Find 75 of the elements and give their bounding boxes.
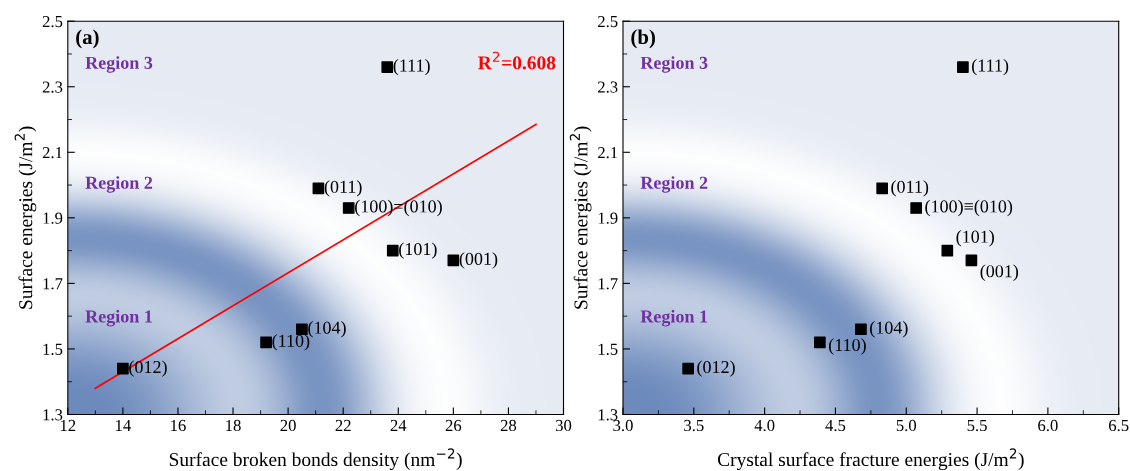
y-tick-label: 1.3 (598, 409, 618, 421)
y-tick-label: 1.3 (43, 409, 63, 421)
point (117, 362, 129, 375)
x-tick-label: 3.5 (684, 419, 704, 432)
annotation: (101) (399, 242, 437, 259)
y-tick-label: 1.9 (598, 212, 618, 224)
y-tick-label: 2.3 (42, 81, 63, 93)
y-tick-label: 1.9 (43, 212, 63, 224)
x-tick-label: 3.0 (613, 419, 633, 432)
x-tick-label: 4.5 (825, 419, 846, 432)
x-tick-label: 20 (280, 419, 296, 432)
point (941, 244, 954, 257)
point (957, 61, 969, 73)
annotation: (011) (891, 180, 929, 197)
x-tick-label: 28 (500, 419, 517, 432)
point (855, 323, 867, 336)
point (260, 336, 272, 349)
point (381, 61, 394, 73)
x-tick-label: 4.0 (754, 419, 775, 432)
point (342, 202, 355, 214)
point (682, 362, 694, 375)
y-tick-label: 1.5 (598, 343, 618, 355)
annotation: (111) (393, 58, 430, 76)
x-tick-label: 24 (390, 419, 407, 431)
annotation: Region 3 (640, 56, 708, 73)
annotation: (110) (272, 334, 310, 351)
annotation: Region 2 (85, 176, 153, 193)
annotation: Region 3 (85, 56, 153, 73)
annotation: (111) (972, 58, 1009, 76)
y-tick-label: 2.5 (598, 15, 618, 28)
y-tick-label: 1.7 (598, 278, 618, 290)
annotation: (012) (129, 360, 167, 377)
annotation: (104) (308, 321, 346, 338)
x-tick-label: 6.0 (1038, 419, 1058, 432)
x-tick-label: 12 (60, 419, 76, 431)
annotation: (a) (76, 29, 99, 49)
annotation: (001) (980, 264, 1019, 281)
y-tick-label: 2.3 (598, 81, 618, 93)
annotation: (012) (697, 360, 735, 377)
point (814, 336, 826, 349)
point (876, 182, 889, 195)
annotation: Region 1 (640, 309, 708, 327)
x-tick-label: 18 (226, 419, 241, 432)
y-tick-label: 2.5 (42, 15, 63, 28)
x-tick-label: 26 (445, 419, 462, 432)
y-tick-label: 1.5 (43, 343, 63, 355)
x-tick-label: 5.0 (896, 419, 917, 432)
x-tick-label: 14 (116, 419, 131, 431)
annotation: (100)≡(010) (925, 199, 1013, 217)
annotation: (101) (956, 230, 994, 247)
point (386, 244, 399, 257)
x-axis-title: Surface broken bonds density (nm$^{−2}$) (169, 448, 462, 471)
x-tick-label: 16 (171, 419, 186, 432)
x-tick-label: 22 (335, 419, 351, 431)
y-axis-title: Surface energies (J/m$^{2}$) (569, 126, 592, 309)
x-tick-label: 30 (555, 419, 572, 432)
y-tick-label: 2.1 (598, 147, 618, 159)
annotation: Region 1 (85, 309, 152, 327)
annotation: (104) (870, 321, 908, 338)
point (312, 182, 325, 195)
annotation: Region 2 (640, 176, 708, 193)
annotation: (110) (828, 338, 866, 355)
point (447, 254, 460, 267)
point (965, 254, 978, 267)
x-tick-label: 6.5 (1109, 419, 1129, 432)
x-tick-label: 5.5 (967, 419, 987, 432)
y-tick-label: 2.1 (42, 147, 62, 159)
annotation: (001) (459, 252, 498, 269)
annotation: R$^{2}$=0.608 (478, 51, 556, 70)
annotation: (b) (631, 29, 655, 49)
point (910, 202, 923, 214)
x-axis-title: Crystal surface fracture energies (J/m$^{2}$) (717, 448, 1024, 471)
y-axis-title: Surface energies (J/m$^{2}$) (14, 126, 37, 309)
annotation: (011) (324, 180, 362, 197)
y-tick-label: 1.7 (43, 278, 63, 290)
